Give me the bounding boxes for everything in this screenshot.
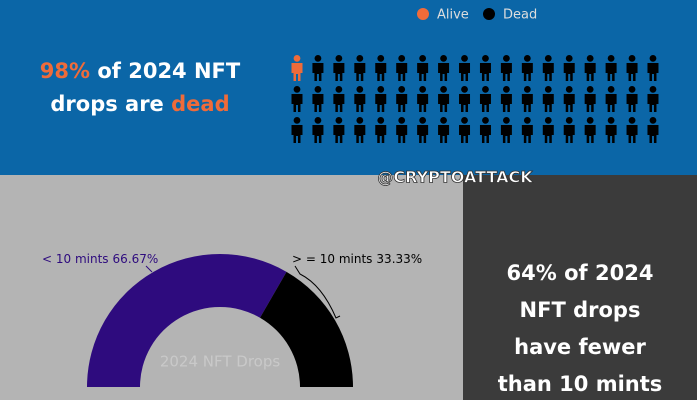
headline: 98% of 2024 NFT drops are dead xyxy=(20,55,260,121)
person-icon xyxy=(647,116,659,143)
legend-swatch xyxy=(417,8,429,20)
legend-label: Alive xyxy=(437,8,469,23)
person-icon xyxy=(291,85,303,112)
person-icon xyxy=(500,85,512,112)
legend-swatch xyxy=(483,8,495,20)
person-icon xyxy=(479,85,491,112)
statement: 64% of 2024 NFT drops have fewer than 10… xyxy=(497,261,663,396)
person-icon xyxy=(605,54,617,81)
person-icon xyxy=(521,54,533,81)
center-label: 2024 NFT Drops xyxy=(160,353,281,371)
person-icon xyxy=(647,54,659,81)
gauge-segment xyxy=(87,254,287,387)
person-icon xyxy=(333,85,345,112)
top-panel xyxy=(0,0,697,175)
watermark: @CRYPTOATTACK xyxy=(377,168,533,187)
person-icon xyxy=(584,54,596,81)
person-icon xyxy=(500,116,512,143)
person-icon xyxy=(542,85,554,112)
headline-text: of 2024 NFT xyxy=(97,59,241,83)
person-icon xyxy=(479,54,491,81)
person-icon xyxy=(417,54,429,81)
person-icon xyxy=(312,85,324,112)
person-icon xyxy=(521,116,533,143)
person-icon xyxy=(584,116,596,143)
person-icon xyxy=(417,85,429,112)
person-icon xyxy=(459,85,471,112)
person-icon xyxy=(647,85,659,112)
segment-label: < 10 mints 66.67% xyxy=(42,252,158,266)
person-icon xyxy=(563,116,575,143)
person-icon xyxy=(291,54,303,81)
person-icon xyxy=(563,85,575,112)
segment-category: > = 10 mints xyxy=(292,252,372,266)
person-icon xyxy=(521,85,533,112)
person-icon xyxy=(563,54,575,81)
person-icon xyxy=(333,54,345,81)
headline-highlight: dead xyxy=(171,92,230,116)
person-icon xyxy=(354,116,366,143)
headline-highlight: 98% xyxy=(39,59,91,83)
person-icon xyxy=(375,116,387,143)
person-icon xyxy=(354,54,366,81)
leader-line xyxy=(294,265,341,319)
person-icon xyxy=(626,116,638,143)
person-icon xyxy=(375,54,387,81)
segment-label: > = 10 mints 33.33% xyxy=(292,252,422,266)
headline-text: drops are xyxy=(50,92,164,116)
person-icon xyxy=(438,54,450,81)
leader-line xyxy=(145,265,153,273)
segment-value-label: 66.67% xyxy=(113,252,159,266)
gauge-segment xyxy=(260,271,353,387)
person-icon xyxy=(626,85,638,112)
person-icon xyxy=(312,54,324,81)
person-icon xyxy=(584,85,596,112)
person-icon xyxy=(542,54,554,81)
person-icon xyxy=(459,116,471,143)
person-icon xyxy=(438,85,450,112)
person-icon xyxy=(542,116,554,143)
person-icon xyxy=(396,54,408,81)
legend-label: Dead xyxy=(503,8,537,23)
person-icon xyxy=(605,85,617,112)
person-icon xyxy=(354,85,366,112)
person-icon xyxy=(459,54,471,81)
person-icon xyxy=(417,116,429,143)
person-icon xyxy=(312,116,324,143)
person-icon xyxy=(333,116,345,143)
segment-category: < 10 mints xyxy=(42,252,109,266)
person-icon xyxy=(396,85,408,112)
person-icon xyxy=(605,116,617,143)
person-icon xyxy=(479,116,491,143)
person-icon xyxy=(438,116,450,143)
person-icon xyxy=(291,116,303,143)
text-panel: 64% of 2024 NFT drops have fewer than 10… xyxy=(463,175,697,400)
segment-value-label: 33.33% xyxy=(376,252,422,266)
person-icon xyxy=(626,54,638,81)
person-icon xyxy=(375,85,387,112)
person-icon xyxy=(396,116,408,143)
person-icon xyxy=(500,54,512,81)
